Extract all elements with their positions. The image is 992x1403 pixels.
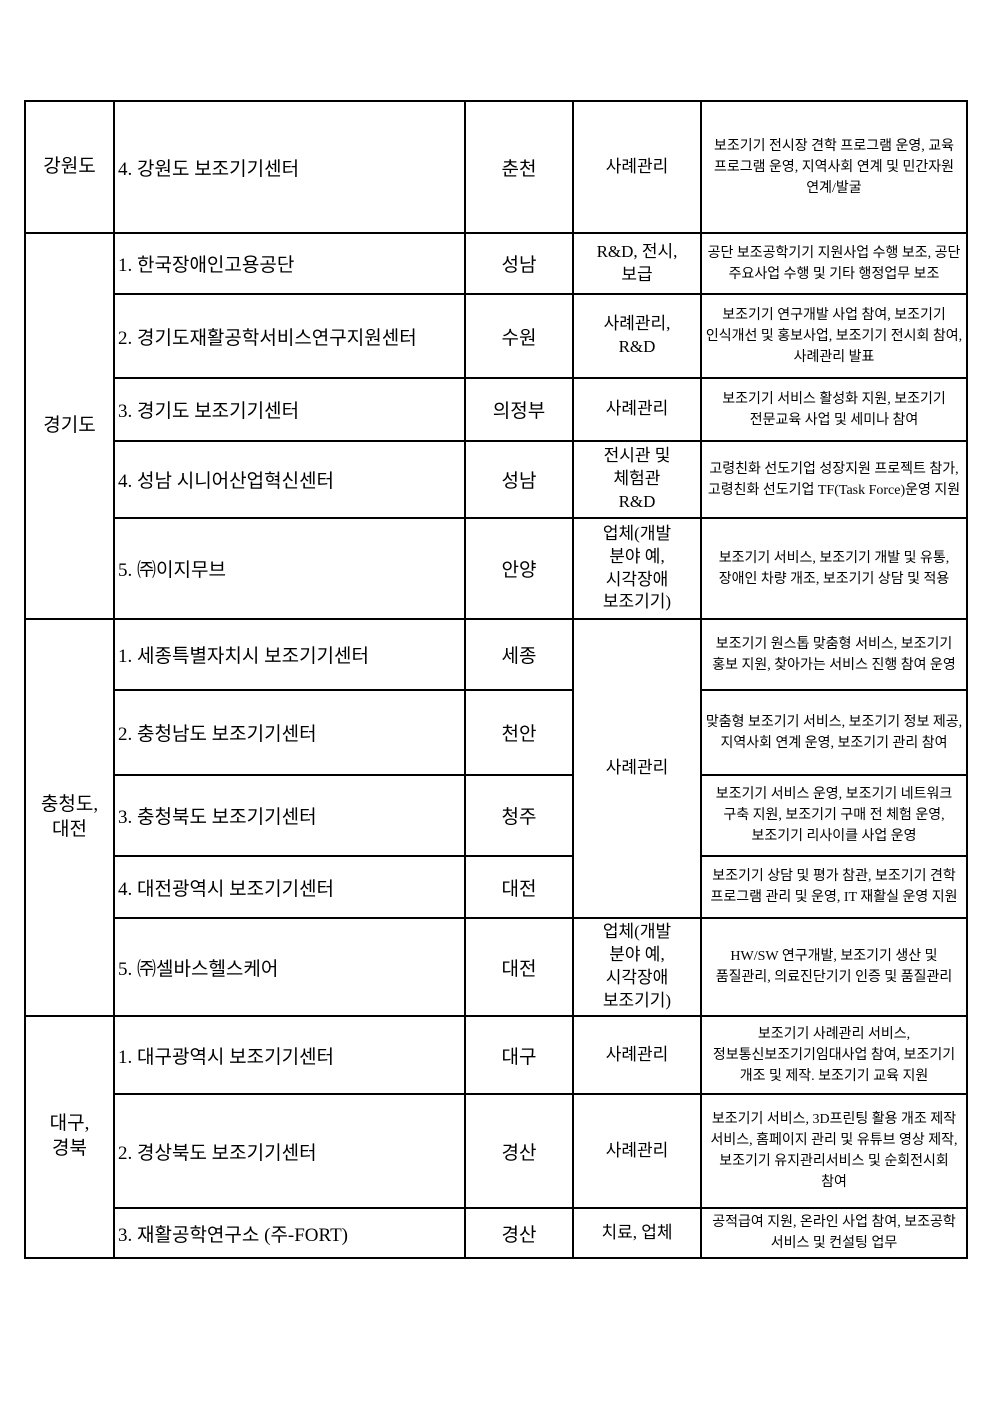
center-name-cell: 2. 충청남도 보조기기센터 [113, 689, 466, 776]
description-cell: 보조기기 서비스, 3D프린팅 활용 개조 제작 서비스, 홈페이지 관리 및 … [700, 1093, 968, 1209]
table-row: 강원도 4. 강원도 보조기기센터 춘천 사례관리 보조기기 전시장 견학 프로그램 운… [24, 100, 968, 234]
city-cell: 성남 [464, 232, 574, 295]
table-row: 4. 성남 시니어산업혁신센터 성남 전시관 및 체험관 R&D 고령친화 선도기업 … [25, 440, 968, 519]
city-cell: 경산 [464, 1093, 574, 1209]
region-cell: 충청도, 대전 [24, 618, 115, 1017]
description-cell: 보조기기 서비스, 보조기기 개발 및 유통, 장애인 차량 개조, 보조기기 … [700, 517, 968, 620]
table-row: 2. 경기도재활공학서비스연구지원센터 수원 사례관리, R&D 보조기기 연구개발 … [25, 293, 968, 379]
center-name-cell: 1. 대구광역시 보조기기센터 [113, 1015, 466, 1095]
category-cell: 사례관리 [572, 618, 702, 919]
description-cell: 보조기기 사례관리 서비스, 정보통신보조기기임대사업 참여, 보조기기 개조 … [700, 1015, 968, 1095]
description-cell: 보조기기 전시장 견학 프로그램 운영, 교육 프로그램 운영, 지역사회 연계… [700, 100, 968, 234]
category-cell: R&D, 전시, 보급 [572, 232, 702, 295]
center-name-cell: 2. 경기도재활공학서비스연구지원센터 [113, 293, 466, 379]
category-cell: 사례관리 [572, 1015, 702, 1095]
center-name-cell: 4. 강원도 보조기기센터 [113, 100, 466, 234]
table-row: 5. ㈜이지무브 안양 업체(개발 분야 예, 시각장애 보조기기) 보조기기 서비스… [25, 517, 968, 620]
city-cell: 수원 [464, 293, 574, 379]
table-row: 3. 경기도 보조기기센터 의정부 사례관리 보조기기 서비스 활성화 지원, 보조기… [25, 377, 968, 442]
table-row: 3. 충청북도 보조기기센터 청주 보조기기 서비스 운영, 보조기기 네트워크 구… [25, 774, 968, 857]
description-cell: 고령친화 선도기업 성장지원 프로젝트 참가, 고령친화 선도기업 TF(Tas… [700, 440, 968, 519]
table-row: 5. ㈜셀바스헬스케어 대전 업체(개발 분야 예, 시각장애 보조기기) HW/SW… [25, 917, 968, 1017]
city-cell: 성남 [464, 440, 574, 519]
description-cell: 보조기기 원스톱 맞춤형 서비스, 보조기기 홍보 지원, 찾아가는 서비스 진… [700, 618, 968, 691]
center-name-cell: 3. 충청북도 보조기기센터 [113, 774, 466, 857]
city-cell: 안양 [464, 517, 574, 620]
center-name-cell: 2. 경상북도 보조기기센터 [113, 1093, 466, 1209]
category-cell: 사례관리 [572, 377, 702, 442]
city-cell: 춘천 [464, 100, 574, 234]
city-cell: 경산 [464, 1207, 574, 1259]
center-name-cell: 3. 재활공학연구소 (주-FORT) [113, 1207, 466, 1259]
assistive-centers-table: 강원도 4. 강원도 보조기기센터 춘천 사례관리 보조기기 전시장 견학 프로그램 운… [24, 100, 968, 1259]
city-cell: 대전 [464, 917, 574, 1017]
center-name-cell: 4. 성남 시니어산업혁신센터 [113, 440, 466, 519]
center-name-cell: 1. 세종특별자치시 보조기기센터 [113, 618, 466, 691]
description-cell: 공단 보조공학기기 지원사업 수행 보조, 공단 주요사업 수행 및 기타 행정… [700, 232, 968, 295]
center-name-cell: 5. ㈜이지무브 [113, 517, 466, 620]
table-row: 4. 대전광역시 보조기기센터 대전 보조기기 상담 및 평가 참관, 보조기기 견… [25, 855, 968, 919]
city-cell: 대전 [464, 855, 574, 919]
region-cell: 강원도 [24, 100, 115, 234]
city-cell: 청주 [464, 774, 574, 857]
table-body: 강원도 4. 강원도 보조기기센터 춘천 사례관리 보조기기 전시장 견학 프로그램 운… [24, 100, 968, 1259]
table-row: 경기도 1. 한국장애인고용공단 성남 R&D, 전시, 보급 공단 보조공학기기 지원… [24, 232, 968, 620]
description-cell: 보조기기 상담 및 평가 참관, 보조기기 견학 프로그램 관리 및 운영, I… [700, 855, 968, 919]
category-cell: 업체(개발 분야 예, 시각장애 보조기기) [572, 517, 702, 620]
category-cell: 업체(개발 분야 예, 시각장애 보조기기) [572, 917, 702, 1017]
table-row: 충청도, 대전 1. 세종특별자치시 보조기기센터 세종 사례관리 보조기기 원스톱 맞… [24, 618, 968, 1017]
region-cell: 대구, 경북 [24, 1015, 115, 1259]
description-cell: 보조기기 서비스 활성화 지원, 보조기기 전문교육 사업 및 세미나 참여 [700, 377, 968, 442]
description-cell: HW/SW 연구개발, 보조기기 생산 및 품질관리, 의료진단기기 인증 및 … [700, 917, 968, 1017]
center-name-cell: 5. ㈜셀바스헬스케어 [113, 917, 466, 1017]
description-cell: 공적급여 지원, 온라인 사업 참여, 보조공학 서비스 및 컨설팅 업무 [700, 1207, 968, 1259]
city-cell: 의정부 [464, 377, 574, 442]
table-row: 대구, 경북 1. 대구광역시 보조기기센터 대구 사례관리 보조기기 사례관리 서비스… [24, 1015, 968, 1259]
category-cell: 사례관리, R&D [572, 293, 702, 379]
table-row: 2. 충청남도 보조기기센터 천안 맞춤형 보조기기 서비스, 보조기기 정보 제공… [25, 689, 968, 776]
description-cell: 보조기기 연구개발 사업 참여, 보조기기 인식개선 및 홍보사업, 보조기기 … [700, 293, 968, 379]
city-cell: 대구 [464, 1015, 574, 1095]
table-row: 3. 재활공학연구소 (주-FORT) 경산 치료, 업체 공적급여 지원, 온라인 … [25, 1207, 968, 1259]
center-name-cell: 4. 대전광역시 보조기기센터 [113, 855, 466, 919]
description-cell: 맞춤형 보조기기 서비스, 보조기기 정보 제공, 지역사회 연계 운영, 보조… [700, 689, 968, 776]
category-cell: 치료, 업체 [572, 1207, 702, 1259]
center-name-cell: 1. 한국장애인고용공단 [113, 232, 466, 295]
category-cell: 사례관리 [572, 1093, 702, 1209]
category-cell: 사례관리 [572, 100, 702, 234]
center-name-cell: 3. 경기도 보조기기센터 [113, 377, 466, 442]
city-cell: 천안 [464, 689, 574, 776]
category-cell: 전시관 및 체험관 R&D [572, 440, 702, 519]
region-cell: 경기도 [24, 232, 115, 620]
table-row: 2. 경상북도 보조기기센터 경산 사례관리 보조기기 서비스, 3D프린팅 활용 개… [25, 1093, 968, 1209]
description-cell: 보조기기 서비스 운영, 보조기기 네트워크 구축 지원, 보조기기 구매 전 … [700, 774, 968, 857]
city-cell: 세종 [464, 618, 574, 691]
